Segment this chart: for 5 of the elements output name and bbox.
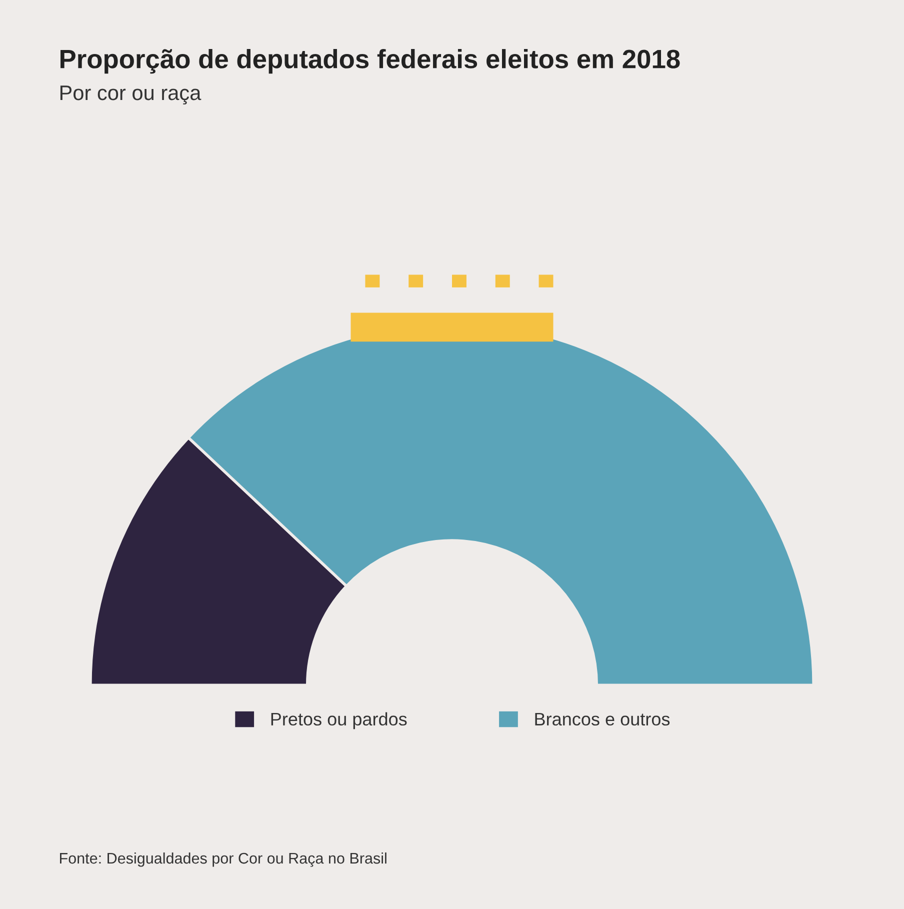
source-note: Fonte: Desigualdades por Cor ou Raça no Brasil — [60, 852, 386, 867]
chart-subtitle: Por cor ou raça — [60, 86, 202, 104]
chart-title: Proporção de deputados federais eleitos em 2018 — [60, 49, 680, 74]
legend-label: Brancos e outros — [535, 712, 670, 726]
legend-label: Pretos ou pardos — [271, 712, 407, 730]
